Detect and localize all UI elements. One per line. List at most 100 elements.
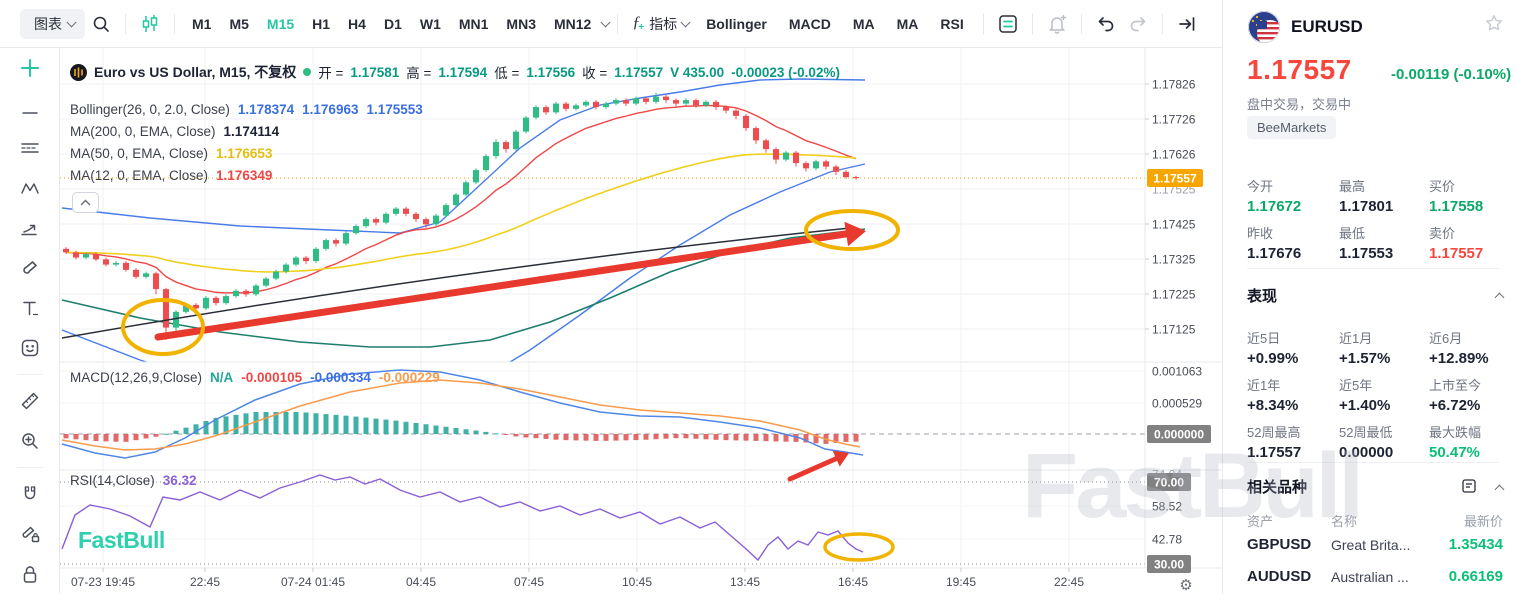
timeframes-chevron-down-icon[interactable]	[600, 17, 611, 27]
perf-value: +6.72%	[1429, 397, 1481, 414]
chevron-down-icon	[66, 17, 77, 27]
svg-text:58.52: 58.52	[1152, 500, 1182, 514]
text-tool[interactable]	[12, 290, 48, 326]
bollinger-upper	[61, 78, 866, 234]
indicator-legend-row[interactable]: MA(12, 0, EMA, Close) 1.176349	[70, 168, 273, 183]
alert-bell-icon[interactable]	[1041, 8, 1073, 40]
perf-label: 52周最低	[1339, 425, 1393, 440]
svg-text:22:45: 22:45	[1054, 575, 1084, 589]
related-row-audusd[interactable]: AUDUSD Australian ... 0.66169	[1247, 568, 1503, 585]
perf-value: +0.99%	[1247, 350, 1299, 367]
macd-legend-row[interactable]: MACD(12,26,9,Close) N/A -0.000105 -0.000334…	[70, 370, 440, 385]
svg-text:1.17125: 1.17125	[1152, 323, 1196, 337]
trend-line-tool[interactable]	[12, 90, 48, 126]
favorite-star-icon[interactable]	[1485, 14, 1503, 37]
svg-text:1.17425: 1.17425	[1152, 218, 1196, 232]
indicator-legend-row[interactable]: MA(200, 0, EMA, Close) 1.174114	[70, 124, 280, 139]
tab-timeframe-w1[interactable]: W1	[419, 15, 441, 32]
performance-section-title: 表现	[1247, 288, 1278, 305]
svg-text:04:45: 04:45	[406, 575, 436, 589]
perf-label: 上市至今	[1429, 378, 1482, 393]
tab-timeframe-m15[interactable]: M15	[266, 15, 295, 32]
svg-text:10:45: 10:45	[622, 575, 652, 589]
perf-value: 0.00000	[1339, 444, 1394, 461]
perf-value: +1.57%	[1339, 350, 1391, 367]
candlestick-style-icon[interactable]	[134, 8, 166, 40]
svg-text:0.000529: 0.000529	[1152, 397, 1202, 411]
svg-text:1.17557: 1.17557	[1153, 172, 1197, 186]
quick-indicator-ma1[interactable]: MA	[852, 15, 875, 32]
indicators-menu[interactable]: ƒ+ 指标	[626, 14, 695, 34]
rsi-legend-row[interactable]: RSI(14,Close) 36.32	[70, 473, 197, 488]
ellipse-annotation	[121, 298, 205, 356]
related-row-gbpusd[interactable]: GBPUSD Great Brita... 1.35434	[1247, 536, 1503, 553]
open-value: 1.17581	[350, 64, 400, 80]
related-price: 0.66169	[1448, 568, 1503, 585]
svg-text:19:45: 19:45	[946, 575, 976, 589]
collapse-pane-button[interactable]	[72, 192, 99, 213]
high-label: 高 =	[406, 66, 432, 81]
price-axis: 1.1752574.041.178261.177261.176261.17425…	[1145, 78, 1211, 573]
redo-icon[interactable]	[1122, 8, 1154, 40]
quick-indicator-rsi[interactable]: RSI	[940, 15, 964, 32]
column-last-price: 最新价	[1463, 514, 1503, 529]
search-icon[interactable]	[85, 8, 117, 40]
perf-label: 近5日	[1247, 331, 1281, 346]
indicator-legend-row[interactable]: Bollinger(26, 0, 2.0, Close) 1.178374 1.17…	[70, 102, 423, 117]
crosshair-tool[interactable]	[12, 50, 48, 86]
rsi-plot	[61, 474, 864, 562]
locked-brush-tool[interactable]	[12, 516, 48, 552]
zoom-in-tool[interactable]	[12, 423, 48, 459]
tab-timeframe-mn1[interactable]: MN1	[458, 15, 489, 32]
close-label: 收 =	[582, 66, 608, 81]
perf-value: 1.17557	[1247, 444, 1302, 461]
ruler-tool[interactable]	[12, 383, 48, 419]
stat-label: 买价	[1429, 179, 1456, 194]
perf-label: 最大跌幅	[1429, 425, 1482, 440]
lock-tool[interactable]	[12, 556, 48, 592]
symbol-info-row[interactable]: Euro vs US Dollar, M15, 不复权 开 = 1.17581 …	[70, 62, 840, 82]
quick-indicator-ma2[interactable]: MA	[896, 15, 919, 32]
tab-timeframe-d1[interactable]: D1	[383, 15, 402, 32]
chart-menu-label: 图表	[34, 15, 62, 32]
perf-label: 近6月	[1429, 331, 1463, 346]
collapse-panel-icon[interactable]	[1171, 8, 1203, 40]
tab-timeframe-h4[interactable]: H4	[348, 15, 366, 32]
emoji-tool[interactable]	[12, 330, 48, 366]
magnet-tool[interactable]	[12, 476, 48, 512]
chart-canvas[interactable]: 1.1752574.041.178261.177261.176261.17425…	[60, 48, 1222, 594]
arrow-head	[844, 221, 866, 247]
brush-tool[interactable]	[12, 250, 48, 286]
performance-collapse-chevron-up-icon[interactable]	[1494, 288, 1505, 306]
related-asset: GBPUSD	[1247, 536, 1312, 553]
parallel-channel-tool[interactable]	[12, 130, 48, 166]
tab-timeframe-m1[interactable]: M1	[192, 15, 212, 32]
stat-value: 1.17558	[1429, 198, 1484, 215]
perf-label: 近1年	[1247, 378, 1281, 393]
related-table-header: 资产 名称 最新价	[1247, 511, 1503, 530]
related-name: Great Brita...	[1331, 536, 1411, 553]
quick-indicator-macd[interactable]: MACD	[788, 15, 831, 32]
sidebar-symbol-title: EURUSD	[1291, 17, 1363, 36]
tab-timeframe-mn3[interactable]: MN3	[506, 15, 536, 32]
session-status: 盘中交易，交易中	[1247, 97, 1352, 112]
chart-type-menu[interactable]: 图表	[20, 8, 85, 39]
svg-text:0.000000: 0.000000	[1154, 428, 1204, 442]
quick-indicator-bollinger[interactable]: Bollinger	[706, 15, 767, 32]
pattern-tool[interactable]	[12, 170, 48, 206]
tab-timeframe-m5[interactable]: M5	[229, 15, 249, 32]
ema-50	[65, 153, 857, 273]
related-list-panel-icon[interactable]	[1461, 478, 1477, 499]
related-price: 1.35434	[1448, 536, 1503, 553]
broker-chip[interactable]: BeeMarkets	[1247, 116, 1337, 139]
column-asset: 资产	[1247, 514, 1274, 529]
tab-timeframe-mn12[interactable]: MN12	[553, 15, 592, 32]
tab-timeframe-h1[interactable]: H1	[312, 15, 331, 32]
arrow-mark-tool[interactable]	[12, 210, 48, 246]
indicator-legend-row[interactable]: MA(50, 0, EMA, Close) 1.176653	[70, 146, 273, 161]
related-collapse-chevron-up-icon[interactable]	[1494, 480, 1505, 498]
undo-icon[interactable]	[1090, 8, 1122, 40]
layout-compare-icon[interactable]	[992, 8, 1024, 40]
stat-value: 1.17672	[1247, 198, 1302, 215]
ellipse-annotation	[804, 209, 900, 251]
